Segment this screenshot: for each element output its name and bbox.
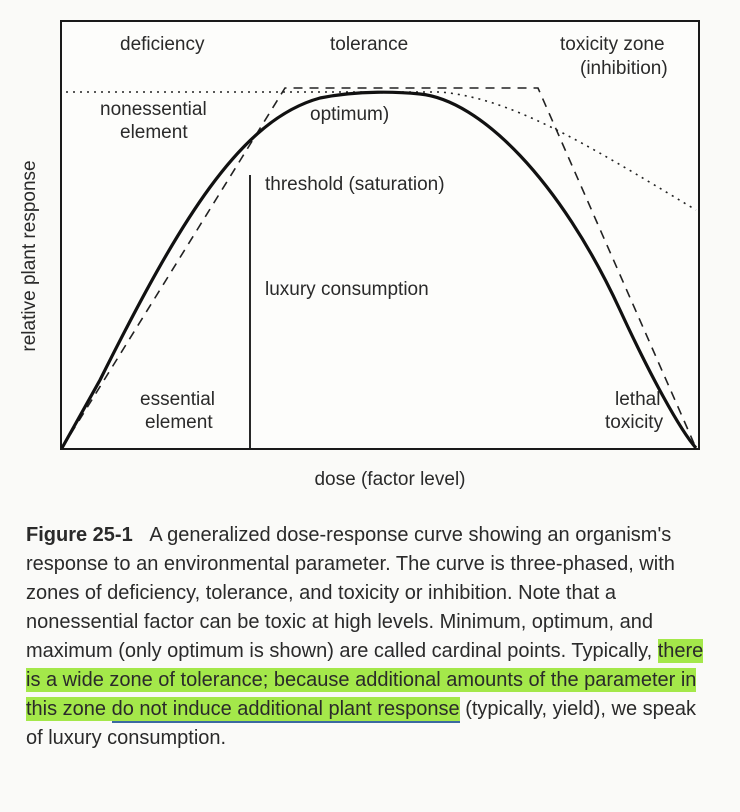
zone-toxicity-label-2: (inhibition) <box>580 58 668 79</box>
figure-caption: Figure 25-1 A generalized dose-response … <box>20 521 720 753</box>
lethal-label-1: lethal <box>615 389 660 410</box>
zone-tolerance-label: tolerance <box>330 34 408 55</box>
nonessential-label-2: element <box>120 122 188 143</box>
essential-label-1: essential <box>140 389 215 410</box>
highlighted-underlined-text: do not induce additional plant response <box>112 697 460 723</box>
chart-container: relative plant response deficiency toler… <box>60 20 720 491</box>
zone-deficiency-label: deficiency <box>120 34 205 55</box>
dose-response-chart: deficiency tolerance toxicity zone (inhi… <box>60 20 700 450</box>
luxury-label: luxury consumption <box>265 279 429 300</box>
nonessential-label-1: nonessential <box>100 99 207 120</box>
essential-label-2: element <box>145 412 213 433</box>
figure-number: Figure 25-1 <box>26 524 133 546</box>
x-axis-label: dose (factor level) <box>60 469 720 491</box>
zone-toxicity-label-1: toxicity zone <box>560 34 665 55</box>
lethal-label-2: toxicity <box>605 412 664 433</box>
y-axis-label: relative plant response <box>19 160 41 351</box>
optimum-label: optimum) <box>310 104 389 125</box>
threshold-label: threshold (saturation) <box>265 174 445 195</box>
